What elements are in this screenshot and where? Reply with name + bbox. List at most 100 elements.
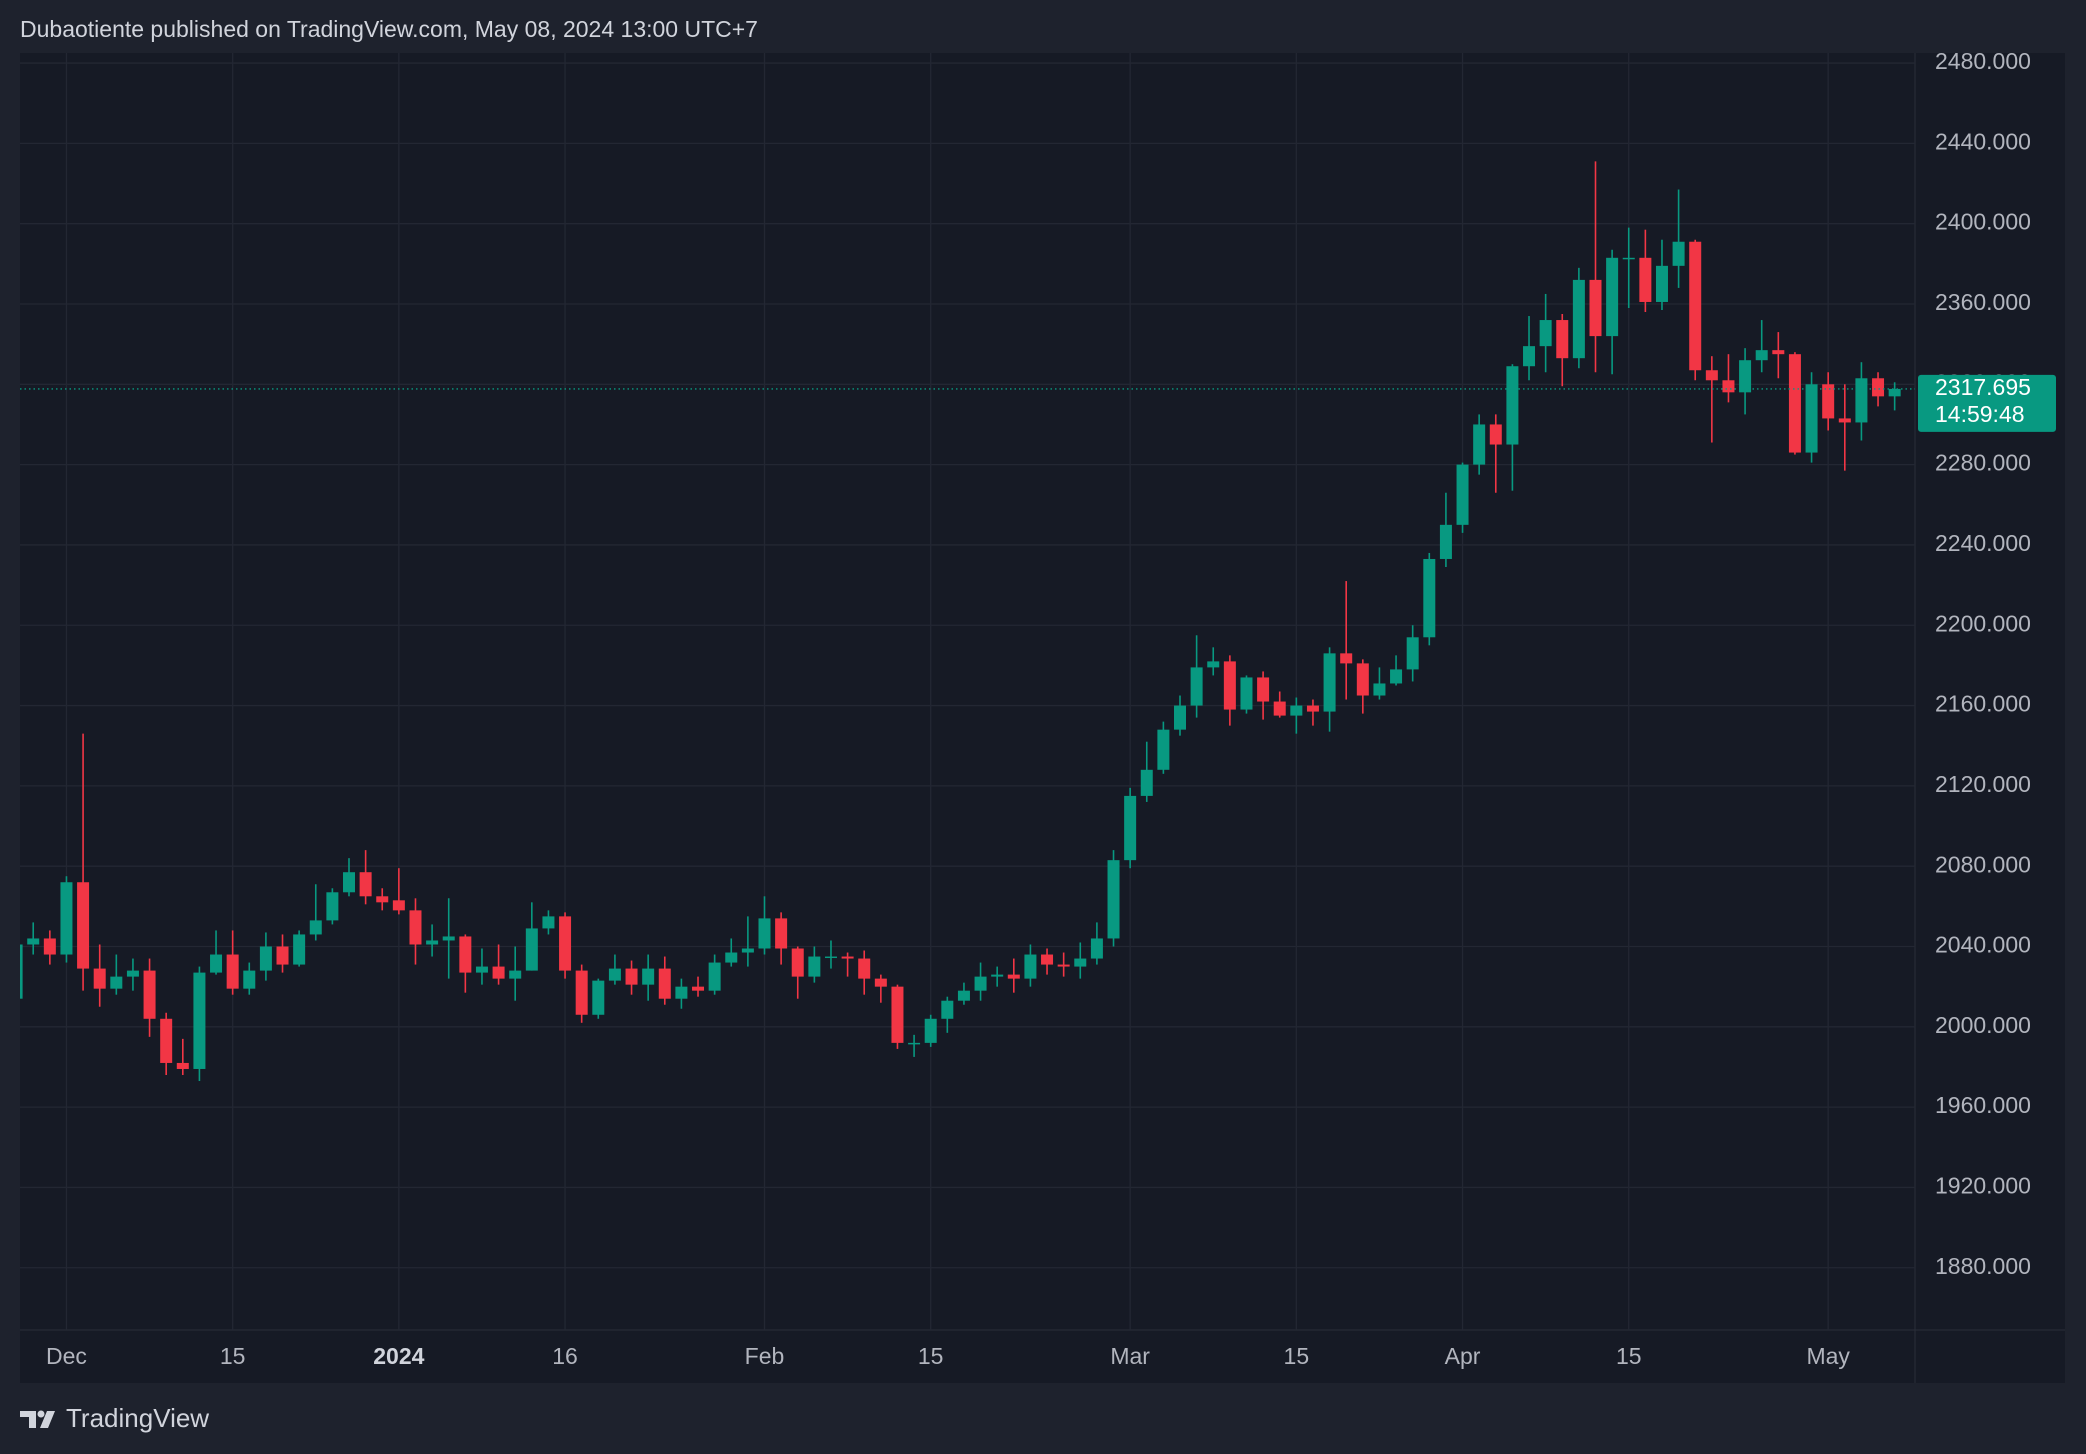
candle-body bbox=[1306, 705, 1319, 712]
last-price-label: 2317.695 bbox=[1935, 374, 2031, 400]
candle-body bbox=[974, 976, 987, 991]
candle-body bbox=[625, 968, 638, 985]
candle-body bbox=[442, 936, 455, 941]
candle-body bbox=[60, 882, 73, 955]
candle-body bbox=[1855, 378, 1868, 423]
candle-body bbox=[775, 918, 788, 949]
candle-body bbox=[1788, 354, 1801, 453]
candle-body bbox=[1523, 346, 1536, 367]
x-tick-label: Mar bbox=[1110, 1343, 1150, 1369]
candle-body bbox=[1622, 257, 1635, 260]
candle-body bbox=[160, 1018, 173, 1063]
candle-body bbox=[475, 966, 488, 973]
candle-body bbox=[1672, 241, 1685, 266]
candle-body bbox=[1240, 677, 1253, 710]
y-tick-label: 2360.000 bbox=[1935, 289, 2031, 315]
candle-body bbox=[1323, 653, 1336, 712]
x-tick-label: 15 bbox=[1616, 1343, 1642, 1369]
candle-body bbox=[858, 958, 871, 979]
x-tick-label: Feb bbox=[745, 1343, 785, 1369]
candle-body bbox=[1556, 320, 1569, 359]
candle-body bbox=[991, 974, 1004, 977]
candle-body bbox=[1157, 729, 1170, 770]
y-tick-label: 1960.000 bbox=[1935, 1092, 2031, 1118]
candle-body bbox=[1539, 320, 1552, 347]
candle-body bbox=[941, 1000, 954, 1019]
candle-body bbox=[675, 986, 688, 999]
y-tick-label: 2440.000 bbox=[1935, 128, 2031, 154]
x-tick-label: 2024 bbox=[373, 1343, 424, 1369]
candle-body bbox=[758, 918, 771, 949]
y-tick-label: 2080.000 bbox=[1935, 851, 2031, 877]
last-price-tag bbox=[1918, 374, 2056, 432]
candle-body bbox=[293, 934, 306, 965]
candle-body bbox=[376, 896, 389, 903]
candle-body bbox=[592, 980, 605, 1015]
candle-body bbox=[1390, 669, 1403, 684]
candle-body bbox=[1606, 257, 1619, 337]
candle-body bbox=[309, 920, 322, 935]
candle-body bbox=[1107, 860, 1120, 939]
candle-body bbox=[1739, 360, 1752, 393]
y-tick-label: 2160.000 bbox=[1935, 691, 2031, 717]
y-tick-label: 2480.000 bbox=[1935, 48, 2031, 74]
candle-body bbox=[1838, 418, 1851, 423]
x-tick-label: May bbox=[1806, 1343, 1850, 1369]
candle-body bbox=[492, 966, 505, 979]
candle-body bbox=[791, 948, 804, 977]
x-tick-label: 15 bbox=[918, 1343, 944, 1369]
candle-body bbox=[1439, 524, 1452, 559]
candle-body bbox=[1174, 705, 1186, 730]
candle-body bbox=[1755, 350, 1768, 361]
candle-body bbox=[126, 970, 139, 977]
candle-body bbox=[1340, 653, 1353, 664]
candle-body bbox=[459, 936, 472, 973]
candle-body bbox=[1090, 938, 1103, 959]
x-tick-label: 15 bbox=[220, 1343, 246, 1369]
candle-body bbox=[1888, 388, 1901, 397]
candle-body bbox=[1190, 667, 1203, 706]
header: Dubaotiente published on TradingView.com… bbox=[20, 16, 758, 42]
candle-body bbox=[1423, 558, 1436, 638]
candle-body bbox=[542, 916, 555, 929]
axes: 1880.000 1920.000 1960.000 2000.000 2040.000… bbox=[46, 48, 2056, 1369]
x-tick-label: 15 bbox=[1284, 1343, 1310, 1369]
y-tick-label: 2240.000 bbox=[1935, 530, 2031, 556]
candle-body bbox=[1456, 464, 1469, 525]
candle-body bbox=[176, 1062, 189, 1069]
candle-body bbox=[392, 900, 405, 911]
candle-body bbox=[1772, 350, 1785, 355]
plot bbox=[20, 161, 1915, 1082]
x-tick-label: Apr bbox=[1445, 1343, 1481, 1369]
y-tick-label: 2000.000 bbox=[1935, 1012, 2031, 1038]
x-tick-label: Dec bbox=[46, 1343, 87, 1369]
candle-body bbox=[343, 872, 355, 893]
candle-body bbox=[210, 954, 223, 973]
candle-body bbox=[1705, 370, 1718, 381]
candle-body bbox=[1473, 424, 1486, 465]
candle-body bbox=[110, 976, 123, 989]
candle-body bbox=[1489, 424, 1502, 445]
y-tick-label: 2120.000 bbox=[1935, 771, 2031, 797]
brand-name: TradingView bbox=[66, 1403, 209, 1433]
y-tick-label: 1920.000 bbox=[1935, 1173, 2031, 1199]
y-tick-label: 1880.000 bbox=[1935, 1253, 2031, 1279]
candle-body bbox=[608, 968, 621, 981]
candle-body bbox=[193, 972, 206, 1069]
candle-body bbox=[1057, 964, 1070, 967]
grid bbox=[20, 53, 1915, 1330]
candle-body bbox=[525, 928, 538, 971]
brand-logo bbox=[20, 1410, 55, 1428]
candle-body bbox=[1024, 954, 1037, 979]
candle-body bbox=[509, 970, 522, 979]
countdown-label: 14:59:48 bbox=[1935, 401, 2025, 427]
candle-body bbox=[1406, 637, 1419, 670]
candle-body bbox=[1373, 683, 1386, 696]
y-tick-label: 2040.000 bbox=[1935, 932, 2031, 958]
candle-body bbox=[1273, 701, 1286, 716]
candle-body bbox=[808, 956, 821, 977]
candle-body bbox=[20, 944, 23, 999]
candle-body bbox=[1356, 663, 1369, 696]
candle-body bbox=[1041, 954, 1054, 965]
